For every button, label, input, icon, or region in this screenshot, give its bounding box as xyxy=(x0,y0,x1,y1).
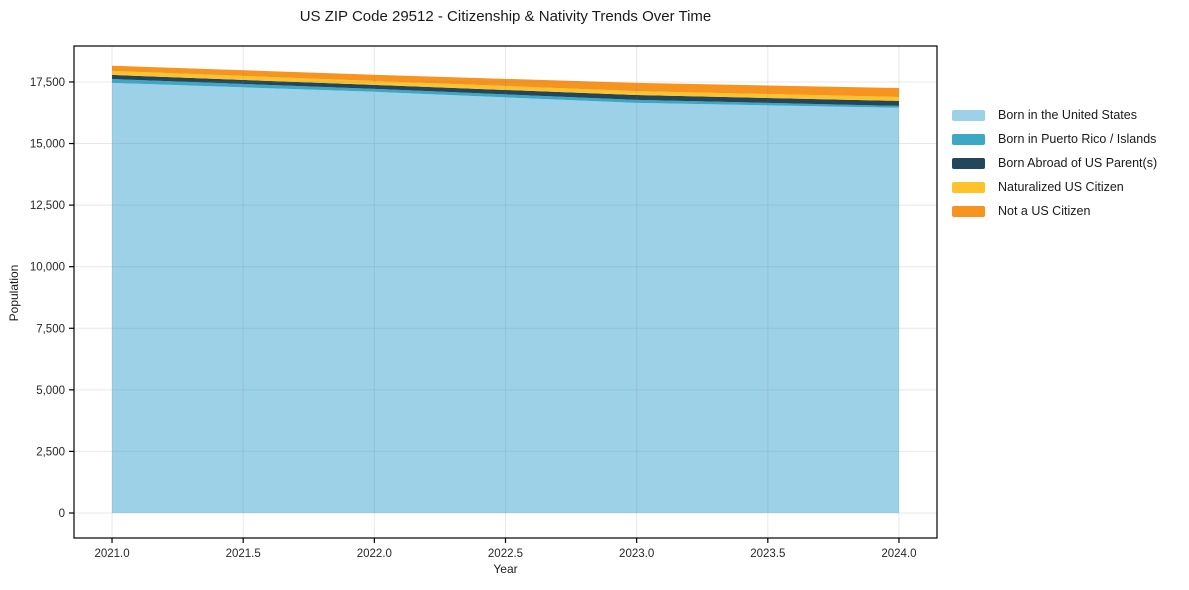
legend-item: Born in the United States xyxy=(952,103,1157,127)
x-tick-label: 2022.0 xyxy=(357,548,392,560)
y-tick-label: 15,000 xyxy=(30,139,65,151)
y-tick-label: 0 xyxy=(59,508,65,520)
y-tick-label: 12,500 xyxy=(30,200,65,212)
x-tick-label: 2023.0 xyxy=(619,548,654,560)
x-tick-label: 2021.0 xyxy=(94,548,129,560)
legend-label: Naturalized US Citizen xyxy=(998,180,1124,194)
chart-title: US ZIP Code 29512 - Citizenship & Nativi… xyxy=(299,8,712,25)
legend-label: Born in Puerto Rico / Islands xyxy=(998,132,1157,146)
legend-swatch-icon xyxy=(952,109,985,121)
x-tick-label: 2023.5 xyxy=(750,548,785,560)
y-tick-label: 7,500 xyxy=(36,323,65,335)
area-series-0 xyxy=(112,82,899,514)
legend-label: Born Abroad of US Parent(s) xyxy=(998,156,1158,170)
y-tick-label: 5,000 xyxy=(36,385,65,397)
area-series-1 xyxy=(112,79,899,108)
legend-item: Naturalized US Citizen xyxy=(952,175,1157,199)
y-tick-label: 10,000 xyxy=(30,262,65,274)
legend-item: Born Abroad of US Parent(s) xyxy=(952,151,1157,175)
legend-swatch-icon xyxy=(952,133,985,145)
legend-label: Not a US Citizen xyxy=(998,204,1091,218)
area-series-4 xyxy=(112,65,899,97)
legend-swatch-icon xyxy=(952,157,985,169)
legend-swatch-icon xyxy=(952,181,985,193)
y-axis-label: Population xyxy=(7,264,21,322)
x-axis-label: Year xyxy=(493,562,518,576)
area-series-2 xyxy=(112,74,899,106)
x-tick-label: 2022.5 xyxy=(488,548,523,560)
legend-item: Not a US Citizen xyxy=(952,199,1157,223)
y-tick-label: 2,500 xyxy=(36,446,65,458)
legend-item: Born in Puerto Rico / Islands xyxy=(952,127,1157,151)
x-tick-label: 2021.5 xyxy=(226,548,261,560)
y-tick-label: 17,500 xyxy=(30,77,65,89)
x-tick-label: 2024.0 xyxy=(881,548,916,560)
legend-swatch-icon xyxy=(952,205,985,217)
legend-label: Born in the United States xyxy=(998,108,1137,122)
legend: Born in the United States Born in Puerto… xyxy=(952,103,1157,223)
area-series-3 xyxy=(112,70,899,101)
